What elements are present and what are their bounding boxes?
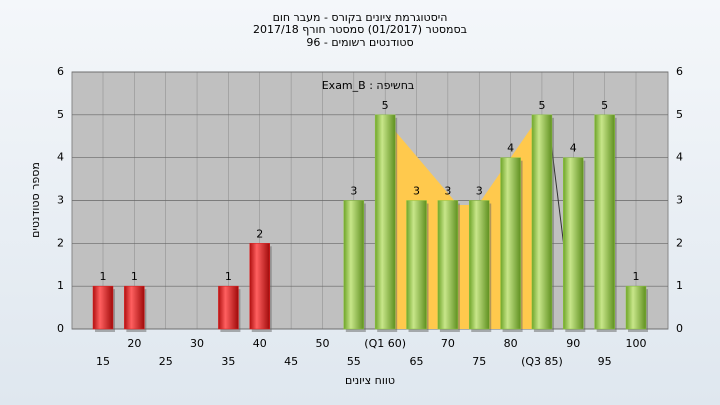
annotation: בחשיפה : Exam_B <box>322 79 415 92</box>
x-tick-label: 75 <box>472 355 486 368</box>
bar <box>343 200 365 330</box>
x-tick-label: 20 <box>127 337 141 350</box>
y2-tick-label: 0 <box>676 322 683 335</box>
x-tick-label: 65 <box>410 355 424 368</box>
data-label: 3 <box>413 185 420 198</box>
x-tick-label: 40 <box>253 337 267 350</box>
data-label: 1 <box>100 270 107 283</box>
x-tick-label: 70 <box>441 337 455 350</box>
y-tick-label: 6 <box>57 65 64 78</box>
bar <box>437 200 459 330</box>
data-label: 2 <box>256 227 263 240</box>
y2-tick-label: 6 <box>676 65 683 78</box>
data-label: 1 <box>131 270 138 283</box>
y-tick-label: 1 <box>57 279 64 292</box>
chart-title: היסטוגרמת ציונים בקורס - מעבר חום <box>273 11 448 24</box>
x-tick-label: 25 <box>159 355 173 368</box>
bar <box>563 157 584 330</box>
data-label: 3 <box>476 185 483 198</box>
bar <box>249 243 271 330</box>
bar <box>374 114 396 330</box>
bar <box>124 285 145 330</box>
bar <box>92 285 114 330</box>
data-label: 3 <box>444 185 451 198</box>
bar <box>625 285 647 330</box>
y-tick-label: 2 <box>57 236 64 249</box>
y2-tick-label: 3 <box>676 194 683 207</box>
data-label: 4 <box>570 142 577 155</box>
bar <box>531 114 553 330</box>
data-label: 5 <box>538 99 545 112</box>
y2-tick-label: 2 <box>676 236 683 249</box>
y2-tick-label: 4 <box>676 151 683 164</box>
x-tick-label: (Q1 60) <box>364 337 406 350</box>
bar <box>500 157 521 330</box>
chart-subtitle: סטודנטים רשומים - 96 <box>306 36 413 49</box>
x-axis-label: טווח ציונים <box>345 374 395 387</box>
y2-tick-label: 5 <box>676 108 683 121</box>
x-tick-label: 35 <box>221 355 235 368</box>
chart-subtitle: בסמסטר (01/2017) סמסטר חורף 2017/18 <box>253 23 467 36</box>
data-label: 4 <box>507 142 514 155</box>
data-label: 1 <box>633 270 640 283</box>
bar <box>468 200 490 330</box>
y-tick-label: 5 <box>57 108 64 121</box>
y2-tick-label: 1 <box>676 279 683 292</box>
x-tick-label: 55 <box>347 355 361 368</box>
y-tick-label: 0 <box>57 322 64 335</box>
bar <box>218 285 239 330</box>
bar <box>594 114 615 330</box>
bar <box>406 200 427 330</box>
x-tick-label: 80 <box>504 337 518 350</box>
x-tick-label: 30 <box>190 337 204 350</box>
y-tick-label: 4 <box>57 151 64 164</box>
x-tick-label: (Q3 85) <box>521 355 563 368</box>
x-tick-label: 90 <box>566 337 580 350</box>
data-label: 5 <box>382 99 389 112</box>
x-tick-label: 100 <box>626 337 647 350</box>
data-label: 3 <box>350 185 357 198</box>
data-label: 5 <box>601 99 608 112</box>
x-tick-label: 45 <box>284 355 298 368</box>
y-tick-label: 3 <box>57 194 64 207</box>
x-tick-label: 95 <box>598 355 612 368</box>
x-tick-label: 15 <box>96 355 110 368</box>
y-axis-label: מספר סטודנטים <box>29 162 42 238</box>
x-tick-label: 50 <box>315 337 329 350</box>
data-label: 1 <box>225 270 232 283</box>
